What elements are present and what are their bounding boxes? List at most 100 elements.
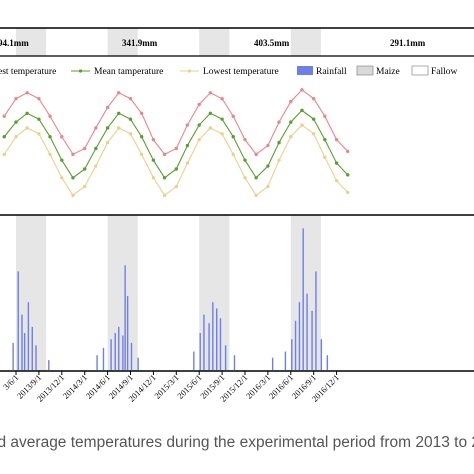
- temperature-point-lowest: [60, 176, 64, 180]
- temperature-point-highest: [289, 99, 293, 104]
- temperature-point-highest: [277, 120, 281, 124]
- maize-band: [199, 28, 230, 56]
- temperature-point-lowest: [174, 184, 178, 189]
- rainfall-bar: [311, 310, 313, 370]
- temperature-line-highest: [3, 89, 349, 156]
- rainfall-bar: [27, 302, 30, 370]
- legend-marker-lowest: [187, 69, 192, 73]
- rainfall-bar: [126, 296, 129, 370]
- temperature-point-mean: [323, 137, 327, 142]
- temperature-point-lowest: [312, 132, 316, 136]
- temperature-point-highest: [162, 152, 167, 157]
- temperature-point-mean: [162, 176, 167, 180]
- rainfall-bar: [96, 355, 98, 370]
- temperature-point-mean: [128, 117, 133, 121]
- temperature-point-highest: [220, 96, 224, 101]
- legend-swatch-rainfall: [297, 66, 313, 75]
- rainfall-bar: [216, 308, 218, 370]
- temperature-point-mean: [334, 161, 339, 165]
- temperature-point-highest: [266, 143, 270, 148]
- period-rainfall-label: 403.5mm: [254, 38, 290, 48]
- temperature-point-lowest: [139, 152, 144, 157]
- maize-period-bands: [16, 28, 321, 371]
- legend-swatch-maize: [356, 65, 374, 76]
- temperature-point-mean: [94, 146, 98, 151]
- temperature-point-lowest: [185, 161, 190, 165]
- rainfall-bar: [212, 302, 214, 370]
- temperature-point-highest: [323, 114, 327, 118]
- x-tick-label: 2015/6/1: [175, 372, 203, 400]
- temperature-point-highest: [185, 123, 190, 127]
- temperature-point-lowest: [162, 193, 167, 198]
- temperature-point-mean: [48, 135, 52, 139]
- period-rainfall-label: 341.9mm: [122, 38, 158, 48]
- rainfall-bars: [12, 228, 329, 370]
- rainfall-bar: [122, 335, 124, 370]
- x-tick-label: 2014/6/1: [84, 372, 112, 400]
- rainfall-bar: [208, 323, 210, 370]
- temperature-point-mean: [220, 117, 224, 121]
- rainfall-bar: [35, 345, 37, 370]
- temperature-point-highest: [312, 96, 316, 101]
- temperature-point-highest: [254, 152, 258, 157]
- temperature-point-lowest: [266, 184, 270, 189]
- rainfall-bar: [199, 333, 201, 370]
- rainfall-bar: [233, 355, 236, 370]
- rainfall-bar: [12, 342, 14, 370]
- temperature-point-mean: [37, 117, 41, 121]
- legend-label-highest: est temperature: [0, 67, 56, 77]
- x-tick-label: 2015/3/1: [152, 372, 180, 400]
- temperature-point-mean: [346, 173, 350, 177]
- rainfall-bar: [320, 339, 323, 370]
- rainfall-bar: [284, 351, 287, 370]
- rainfall-bar: [21, 314, 23, 370]
- temperature-point-highest: [48, 114, 52, 118]
- temperature-series: [2, 88, 350, 198]
- temperature-point-mean: [14, 120, 18, 124]
- figure-caption: p, and average temperatures during the e…: [0, 428, 474, 458]
- temperature-point-highest: [243, 137, 247, 142]
- x-tick-label: 2014/3/1: [61, 372, 89, 400]
- temperature-point-highest: [60, 135, 64, 139]
- temperature-point-highest: [300, 88, 304, 92]
- legend-label-maize: Maize: [376, 67, 400, 77]
- temperature-point-highest: [151, 137, 156, 142]
- maize-band: [16, 28, 47, 56]
- x-tick-label: 2016/6/1: [267, 372, 295, 400]
- temperature-point-mean: [266, 164, 270, 168]
- rainfall-bar: [315, 271, 317, 370]
- temperature-point-highest: [208, 91, 213, 95]
- x-tick-label: 3/6/1: [1, 372, 20, 391]
- temperature-point-highest: [105, 105, 110, 110]
- temperature-point-mean: [117, 111, 121, 116]
- temperature-point-mean: [83, 167, 87, 171]
- temperature-point-mean: [197, 123, 201, 127]
- rainfall-bar: [114, 333, 116, 370]
- rainfall-bar: [137, 357, 139, 370]
- temperature-point-lowest: [151, 176, 156, 180]
- temperature-point-highest: [25, 91, 29, 95]
- temperature-point-lowest: [323, 155, 327, 159]
- temperature-point-mean: [312, 117, 316, 121]
- rainfall-bar: [219, 318, 222, 370]
- temperature-point-lowest: [231, 152, 235, 157]
- temperature-point-lowest: [48, 152, 52, 157]
- temperature-point-lowest: [25, 126, 29, 130]
- temperature-point-mean: [2, 135, 6, 139]
- legend-swatch-fallow: [411, 65, 429, 76]
- temperature-point-lowest: [37, 132, 41, 136]
- temperature-point-highest: [14, 96, 18, 101]
- rainfall-bar: [23, 333, 26, 370]
- temperature-point-highest: [117, 91, 121, 95]
- period-rainfall-label: 94.1mm: [0, 38, 29, 48]
- rainfall-bar: [326, 355, 329, 370]
- rainfall-bar: [193, 351, 195, 370]
- temperature-point-lowest: [334, 178, 339, 183]
- temperature-point-lowest: [254, 193, 258, 198]
- rainfall-bar: [306, 293, 308, 370]
- temperature-point-lowest: [300, 123, 304, 127]
- maize-band: [290, 28, 321, 56]
- caption-text: p, and average temperatures during the e…: [0, 434, 474, 451]
- temperature-point-lowest: [105, 140, 110, 145]
